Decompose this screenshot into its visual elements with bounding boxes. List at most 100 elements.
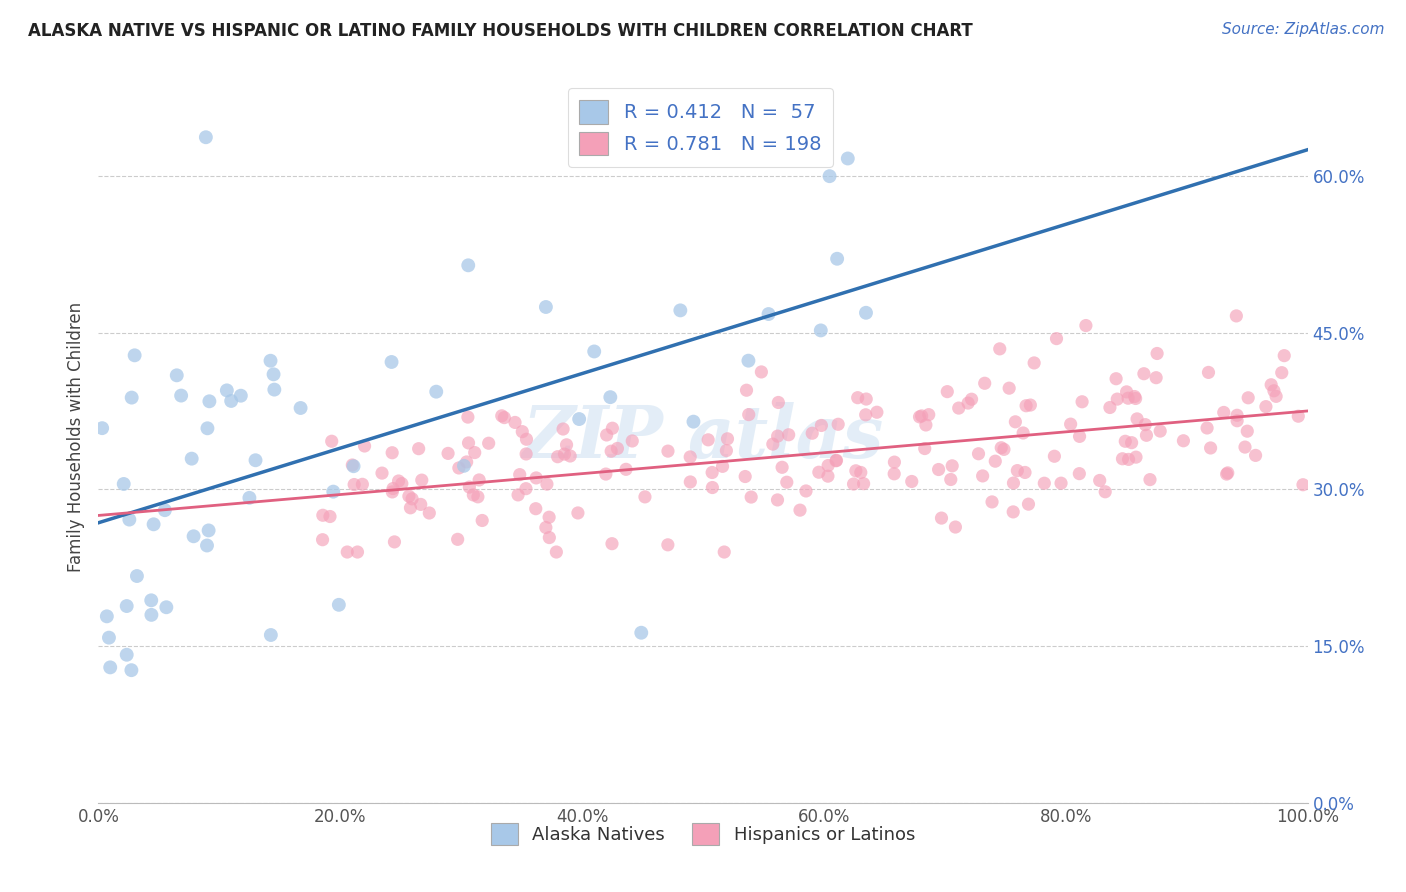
Point <box>657 444 679 458</box>
Point <box>852 476 875 491</box>
Point <box>409 497 432 511</box>
Point <box>567 506 589 520</box>
Point <box>1292 477 1315 491</box>
Point <box>657 538 679 552</box>
Point <box>1286 409 1309 424</box>
Point <box>215 384 238 398</box>
Point <box>180 451 202 466</box>
Point <box>457 258 479 272</box>
Point <box>595 428 617 442</box>
Point <box>97 631 120 645</box>
Point <box>1271 366 1294 380</box>
Point <box>766 492 789 507</box>
Point <box>825 454 848 468</box>
Point <box>1265 389 1288 403</box>
Point <box>1114 434 1136 449</box>
Point <box>1254 400 1277 414</box>
Point <box>1139 473 1161 487</box>
Point <box>1069 429 1091 443</box>
Point <box>900 475 922 489</box>
Point <box>845 464 868 478</box>
Point <box>679 450 702 464</box>
Point <box>700 466 723 480</box>
Point <box>973 376 995 391</box>
Point <box>883 455 905 469</box>
Point <box>855 408 877 422</box>
Point <box>1111 451 1133 466</box>
Point <box>1226 409 1249 423</box>
Point <box>458 480 481 494</box>
Point <box>387 474 409 488</box>
Point <box>194 130 217 145</box>
Point <box>510 425 533 439</box>
Point <box>1098 401 1121 415</box>
Point <box>1233 440 1256 454</box>
Point <box>758 307 780 321</box>
Point <box>238 491 260 505</box>
Point <box>818 169 841 184</box>
Point <box>682 415 704 429</box>
Point <box>195 539 218 553</box>
Point <box>1017 497 1039 511</box>
Point <box>734 469 756 483</box>
Point <box>153 503 176 517</box>
Point <box>1074 318 1097 333</box>
Point <box>1002 476 1025 491</box>
Point <box>697 433 720 447</box>
Point <box>381 484 404 499</box>
Point <box>770 460 793 475</box>
Point <box>1019 398 1042 412</box>
Point <box>1088 474 1111 488</box>
Point <box>910 409 932 423</box>
Point <box>602 421 624 435</box>
Point <box>1125 392 1147 406</box>
Point <box>538 510 561 524</box>
Point <box>91 421 114 435</box>
Point <box>931 511 953 525</box>
Point <box>1069 467 1091 481</box>
Point <box>463 488 485 502</box>
Point <box>776 475 799 490</box>
Point <box>453 458 475 473</box>
Point <box>321 434 343 449</box>
Point <box>990 441 1012 455</box>
Point <box>509 467 531 482</box>
Point <box>817 469 839 483</box>
Point <box>456 455 478 469</box>
Point <box>1135 428 1157 442</box>
Point <box>918 408 941 422</box>
Point <box>595 467 617 481</box>
Point <box>827 417 849 432</box>
Point <box>170 388 193 402</box>
Point <box>679 475 702 489</box>
Point <box>941 458 963 473</box>
Point <box>713 545 735 559</box>
Point <box>1121 435 1143 450</box>
Point <box>96 609 118 624</box>
Point <box>1149 424 1171 438</box>
Point <box>1123 390 1146 404</box>
Point <box>468 473 491 487</box>
Point <box>762 437 785 451</box>
Point <box>928 462 950 476</box>
Point <box>546 545 568 559</box>
Y-axis label: Family Households with Children: Family Households with Children <box>66 302 84 572</box>
Point <box>1012 425 1035 440</box>
Point <box>457 410 479 425</box>
Point <box>738 408 761 422</box>
Point <box>183 529 205 543</box>
Point <box>817 458 839 473</box>
Point <box>398 489 420 503</box>
Point <box>371 466 394 480</box>
Point <box>112 477 135 491</box>
Point <box>142 517 165 532</box>
Point <box>336 545 359 559</box>
Point <box>984 454 1007 468</box>
Point <box>1215 467 1237 481</box>
Point <box>634 490 657 504</box>
Point <box>1237 391 1260 405</box>
Legend: Alaska Natives, Hispanics or Latinos: Alaska Natives, Hispanics or Latinos <box>484 816 922 852</box>
Point <box>515 482 537 496</box>
Point <box>401 491 423 506</box>
Point <box>1043 449 1066 463</box>
